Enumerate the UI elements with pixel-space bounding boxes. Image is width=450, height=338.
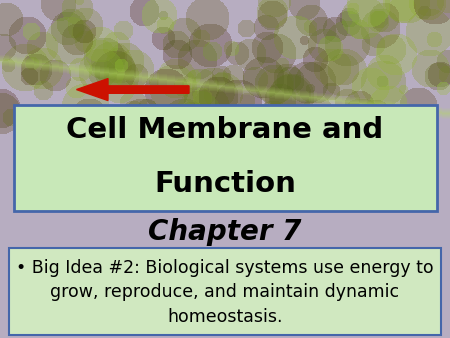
Text: • Big Idea #2: Biological systems use energy to
grow, reproduce, and maintain dy: • Big Idea #2: Biological systems use en… — [16, 259, 434, 326]
FancyArrow shape — [76, 79, 189, 101]
FancyBboxPatch shape — [14, 105, 436, 211]
Text: Cell Membrane and: Cell Membrane and — [67, 116, 383, 144]
FancyBboxPatch shape — [9, 248, 441, 335]
Text: Function: Function — [154, 170, 296, 198]
Text: Chapter 7: Chapter 7 — [148, 218, 302, 245]
